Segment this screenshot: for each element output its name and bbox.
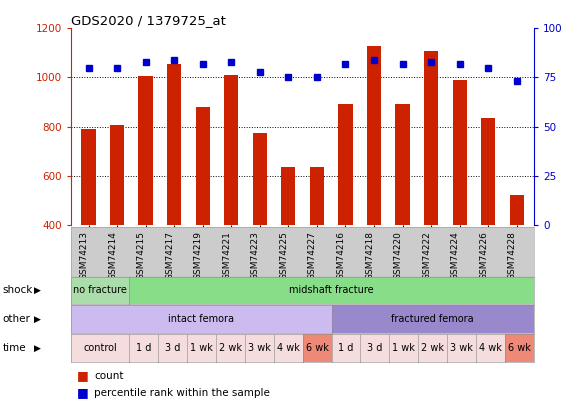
Text: 2 wk: 2 wk (421, 343, 444, 353)
Text: GSM74220: GSM74220 (393, 231, 403, 279)
Text: 4 wk: 4 wk (277, 343, 300, 353)
Text: fractured femora: fractured femora (391, 314, 474, 324)
Text: 4 wk: 4 wk (479, 343, 502, 353)
Text: 1 wk: 1 wk (190, 343, 213, 353)
Text: 3 wk: 3 wk (248, 343, 271, 353)
Bar (81, 129, 96, 225)
Text: no fracture: no fracture (73, 286, 127, 295)
Text: ▶: ▶ (34, 286, 41, 295)
Text: GSM74226: GSM74226 (479, 231, 488, 279)
Text: other: other (3, 314, 31, 324)
Bar (424, 51, 439, 225)
Text: 3 wk: 3 wk (450, 343, 473, 353)
Text: 6 wk: 6 wk (305, 343, 328, 353)
Bar (338, 104, 352, 225)
Bar (395, 104, 410, 225)
Bar (224, 75, 239, 225)
Text: GSM74216: GSM74216 (336, 231, 345, 280)
Text: ▶: ▶ (34, 344, 41, 353)
Bar (510, 195, 524, 225)
Text: GSM74218: GSM74218 (365, 231, 374, 280)
Text: 3 d: 3 d (367, 343, 383, 353)
Text: ■: ■ (77, 369, 89, 382)
Bar (281, 167, 296, 225)
Text: GSM74221: GSM74221 (222, 231, 231, 279)
Bar (252, 133, 267, 225)
Text: GSM74215: GSM74215 (136, 231, 146, 280)
Text: GSM74223: GSM74223 (251, 231, 260, 279)
Bar (110, 125, 124, 225)
Text: 1 d: 1 d (338, 343, 353, 353)
Text: GSM74222: GSM74222 (422, 231, 431, 279)
Text: 2 wk: 2 wk (219, 343, 242, 353)
Text: GSM74224: GSM74224 (451, 231, 460, 279)
Text: 3 d: 3 d (165, 343, 180, 353)
Text: shock: shock (3, 286, 33, 295)
Text: count: count (94, 371, 124, 381)
Text: 1 wk: 1 wk (392, 343, 415, 353)
Text: 6 wk: 6 wk (508, 343, 531, 353)
Bar (452, 81, 467, 225)
Text: ▶: ▶ (34, 315, 41, 324)
Text: GSM74225: GSM74225 (279, 231, 288, 279)
Bar (195, 107, 210, 225)
Text: time: time (3, 343, 26, 353)
Text: GSM74213: GSM74213 (79, 231, 89, 280)
Bar (138, 76, 153, 225)
Text: control: control (83, 343, 117, 353)
Text: midshaft fracture: midshaft fracture (289, 286, 374, 295)
Text: intact femora: intact femora (168, 314, 235, 324)
Text: 1 d: 1 d (136, 343, 151, 353)
Text: percentile rank within the sample: percentile rank within the sample (94, 388, 270, 398)
Bar (167, 64, 182, 225)
Bar (481, 118, 495, 225)
Text: GSM74217: GSM74217 (165, 231, 174, 280)
Bar (367, 45, 381, 225)
Text: GDS2020 / 1379725_at: GDS2020 / 1379725_at (71, 14, 226, 27)
Text: GSM74228: GSM74228 (508, 231, 517, 279)
Text: ■: ■ (77, 386, 89, 399)
Text: GSM74214: GSM74214 (108, 231, 117, 279)
Text: GSM74219: GSM74219 (194, 231, 203, 280)
Text: GSM74227: GSM74227 (308, 231, 317, 279)
Bar (310, 166, 324, 225)
